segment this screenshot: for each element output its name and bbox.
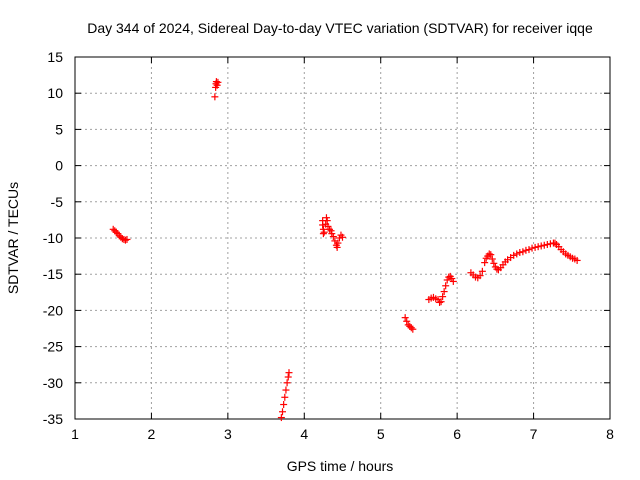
data-point — [551, 239, 559, 247]
data-point — [284, 373, 292, 381]
data-point — [531, 243, 539, 251]
data-point — [440, 288, 448, 296]
y-tick-label: 5 — [55, 121, 63, 137]
data-point — [334, 239, 342, 247]
y-tick-label: 0 — [55, 158, 63, 174]
x-tick-label: 2 — [148, 426, 156, 442]
y-axis-label: SDTVAR / TECUs — [5, 182, 21, 294]
data-point — [112, 228, 120, 236]
y-tick-label: 10 — [47, 85, 63, 101]
data-point — [513, 250, 521, 258]
data-point — [490, 259, 498, 267]
data-point — [277, 414, 285, 422]
data-point — [573, 256, 581, 264]
data-point — [319, 230, 327, 238]
data-point — [211, 93, 219, 101]
data-point — [525, 246, 533, 254]
y-tick-label: -15 — [43, 266, 63, 282]
x-tick-label: 8 — [606, 426, 614, 442]
data-point — [407, 324, 415, 332]
data-point — [436, 298, 444, 306]
data-point — [281, 393, 289, 401]
data-point — [212, 78, 220, 86]
data-point — [493, 265, 501, 273]
data-point — [510, 251, 518, 259]
y-tick-label: -25 — [43, 339, 63, 355]
data-point — [487, 251, 495, 259]
x-tick-label: 1 — [71, 426, 79, 442]
x-tick-label: 5 — [377, 426, 385, 442]
data-point — [478, 267, 486, 275]
x-tick-label: 6 — [453, 426, 461, 442]
data-point — [488, 255, 496, 263]
y-tick-label: -35 — [43, 411, 63, 427]
data-point — [339, 233, 346, 241]
data-point — [323, 217, 331, 225]
data-point — [445, 273, 453, 281]
data-point — [283, 379, 291, 387]
data-point — [403, 317, 411, 325]
data-point — [285, 369, 293, 377]
data-point — [282, 386, 290, 394]
data-point — [279, 408, 287, 416]
data-point — [333, 243, 341, 251]
x-axis-ticks: 1 2 3 4 5 6 7 8 — [71, 57, 614, 442]
data-point — [481, 259, 489, 267]
data-point — [546, 240, 554, 248]
data-point — [121, 236, 129, 244]
data-point — [320, 228, 328, 236]
data-point — [326, 225, 334, 233]
data-point — [516, 248, 524, 256]
y-tick-label: -30 — [43, 375, 63, 391]
data-point — [280, 401, 288, 409]
data-point — [319, 221, 327, 229]
x-tick-label: 3 — [224, 426, 232, 442]
data-points — [109, 78, 581, 422]
data-point — [449, 277, 457, 285]
y-tick-label: -5 — [51, 194, 64, 210]
x-tick-label: 7 — [530, 426, 538, 442]
data-point — [522, 246, 530, 254]
data-point — [409, 325, 417, 333]
data-point — [123, 235, 131, 243]
data-point — [519, 248, 527, 256]
data-point — [439, 293, 447, 301]
y-axis-ticks: 15 10 5 0 -5 -10 -15 -20 -25 -30 -35 — [43, 49, 610, 427]
data-point — [537, 242, 545, 250]
data-point — [437, 298, 445, 306]
data-point — [534, 243, 542, 251]
data-point — [118, 235, 126, 243]
x-axis-label: GPS time / hours — [287, 458, 394, 474]
data-point — [329, 233, 337, 241]
data-point — [401, 314, 409, 322]
data-point — [442, 282, 450, 290]
data-point — [476, 272, 484, 280]
chart-title: Day 344 of 2024, Sidereal Day-to-day VTE… — [87, 20, 593, 36]
grid-lines — [75, 57, 610, 419]
data-point — [543, 241, 551, 249]
y-tick-label: -10 — [43, 230, 63, 246]
data-point — [540, 241, 548, 249]
data-point — [485, 250, 493, 258]
data-point — [214, 78, 222, 86]
y-tick-label: 15 — [47, 49, 63, 65]
x-tick-label: 4 — [300, 426, 308, 442]
data-point — [528, 244, 536, 252]
y-tick-label: -20 — [43, 302, 63, 318]
